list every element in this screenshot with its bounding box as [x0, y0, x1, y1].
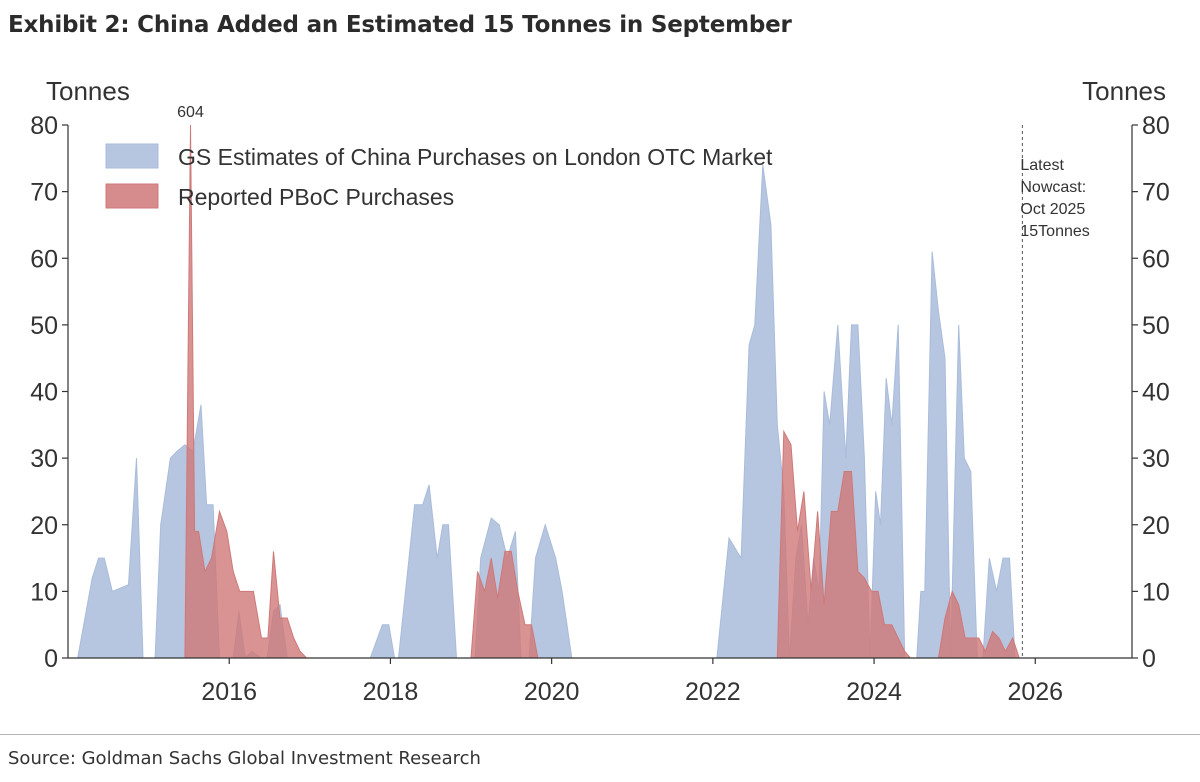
x-tick-label: 2018	[363, 678, 419, 706]
nowcast-annotation-line: Nowcast:	[1020, 179, 1086, 196]
right-y-tick-label: 80	[1142, 112, 1170, 140]
nowcast-annotation-line: Oct 2025	[1020, 201, 1085, 218]
x-tick-label: 2022	[685, 678, 741, 706]
right-y-tick-label: 30	[1142, 445, 1170, 473]
exhibit-title: Exhibit 2: China Added an Estimated 15 T…	[8, 12, 792, 38]
right-y-tick-label: 10	[1142, 578, 1170, 606]
left-y-tick-label: 20	[30, 512, 58, 540]
x-tick-label: 2020	[524, 678, 580, 706]
right-y-tick-label: 70	[1142, 179, 1170, 207]
legend: GS Estimates of China Purchases on Londo…	[105, 143, 773, 210]
peak-value-label: 604	[177, 104, 204, 121]
nowcast-annotation-line: Latest	[1020, 157, 1064, 174]
right-y-tick-label: 40	[1142, 379, 1170, 407]
source-note: Source: Goldman Sachs Global Investment …	[8, 748, 481, 769]
left-y-tick-label: 30	[30, 445, 58, 473]
left-y-tick-label: 70	[30, 179, 58, 207]
right-y-tick-label: 50	[1142, 312, 1170, 340]
legend-swatch	[105, 143, 159, 169]
right-y-axis-title: Tonnes	[1082, 76, 1166, 106]
left-y-axis-title: Tonnes	[46, 76, 130, 106]
x-tick-label: 2016	[201, 678, 257, 706]
legend-label: GS Estimates of China Purchases on Londo…	[178, 144, 773, 170]
left-y-tick-label: 10	[30, 578, 58, 606]
left-y-tick-label: 0	[44, 645, 58, 673]
right-y-tick-label: 0	[1142, 645, 1156, 673]
left-y-tick-label: 40	[30, 379, 58, 407]
x-tick-label: 2024	[846, 678, 902, 706]
legend-swatch	[105, 183, 159, 209]
right-y-tick-label: 60	[1142, 245, 1170, 273]
legend-label: Reported PBoC Purchases	[178, 184, 454, 210]
left-y-tick-label: 60	[30, 245, 58, 273]
x-tick-label: 2026	[1007, 678, 1063, 706]
right-y-tick-label: 20	[1142, 512, 1170, 540]
nowcast-annotation-line: 15Tonnes	[1020, 223, 1089, 240]
left-y-tick-label: 80	[30, 112, 58, 140]
source-divider	[0, 734, 1200, 735]
left-y-tick-label: 50	[30, 312, 58, 340]
annotation-layer: 604 Latest Nowcast: Oct 2025 15Tonnes	[177, 104, 1090, 658]
